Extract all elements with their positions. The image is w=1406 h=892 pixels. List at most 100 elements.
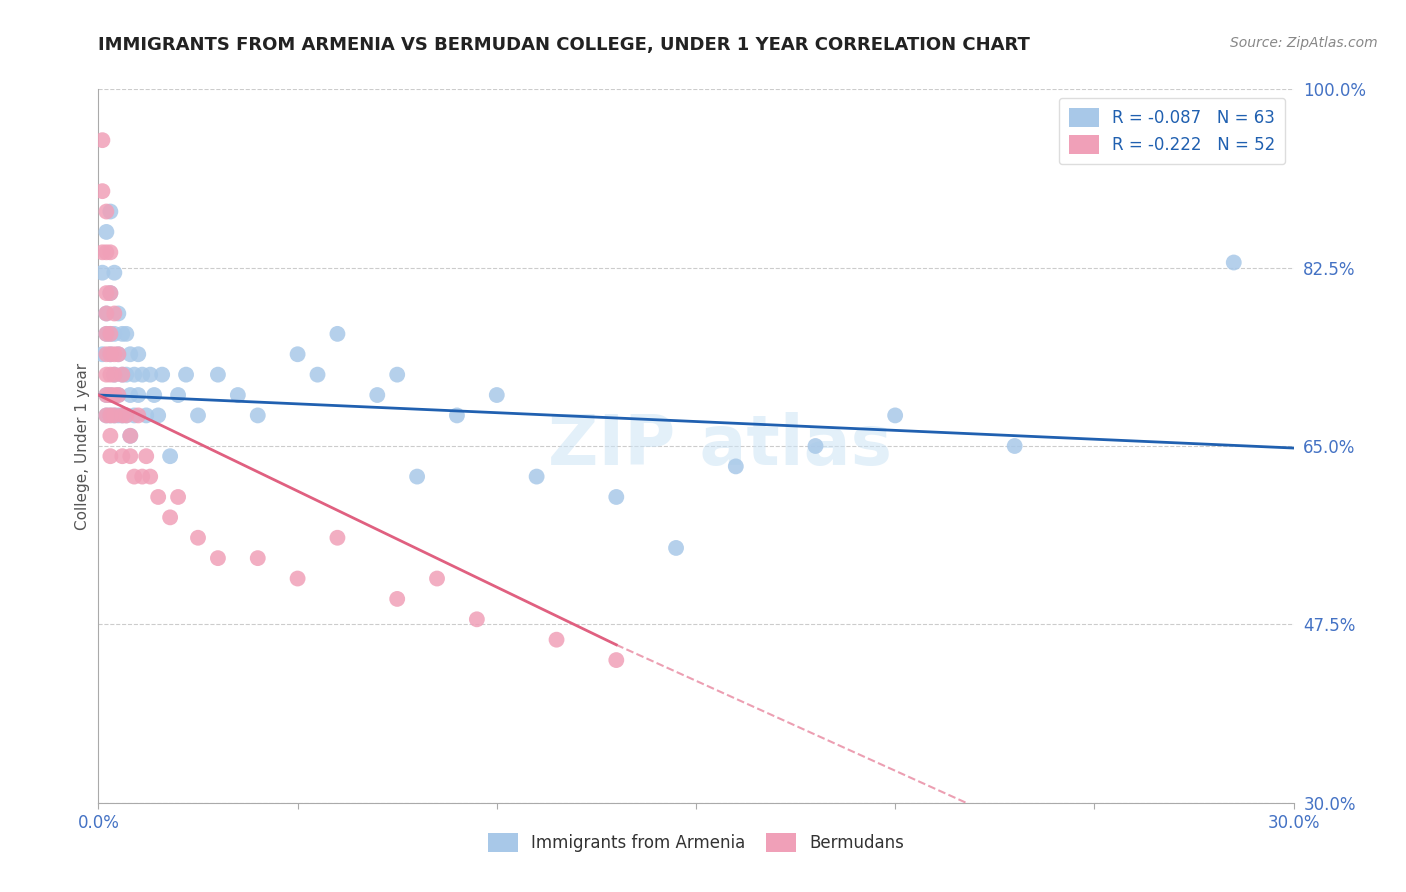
Point (96, 326, 118, 341)
Point (207, 551, 229, 566)
Point (103, 409, 125, 423)
Point (159, 510, 181, 524)
Point (103, 368, 125, 382)
Point (115, 368, 138, 382)
Point (98, 368, 122, 382)
Point (124, 368, 146, 382)
Point (485, 388, 508, 402)
Point (139, 368, 162, 382)
Point (120, 388, 142, 402)
Point (107, 409, 129, 423)
Point (98, 388, 122, 402)
Y-axis label: College, Under 1 year: College, Under 1 year (75, 362, 90, 530)
Point (127, 388, 149, 402)
Point (307, 368, 329, 382)
Point (207, 368, 229, 382)
Point (98, 245, 122, 260)
Point (167, 388, 190, 402)
Point (96, 388, 118, 402)
Point (143, 388, 166, 402)
Point (127, 347, 149, 361)
Point (91, 133, 114, 147)
Point (150, 368, 173, 382)
Point (96, 388, 118, 402)
Point (174, 368, 197, 382)
Point (124, 469, 146, 483)
Point (366, 388, 388, 402)
Point (159, 449, 181, 463)
Point (187, 409, 209, 423)
Point (115, 409, 138, 423)
Point (385, 368, 409, 382)
Point (111, 326, 134, 341)
Point (96, 225, 118, 239)
Point (120, 347, 142, 361)
Point (103, 266, 125, 280)
Point (287, 572, 309, 586)
Point (96, 326, 118, 341)
Point (91, 184, 114, 198)
Point (98, 326, 122, 341)
Point (111, 409, 134, 423)
Legend: Immigrants from Armenia, Bermudans: Immigrants from Armenia, Bermudans (481, 826, 911, 859)
Point (605, 653, 627, 667)
Point (115, 409, 138, 423)
Point (127, 409, 149, 423)
Text: Source: ZipAtlas.com: Source: ZipAtlas.com (1230, 36, 1378, 50)
Point (96, 409, 118, 423)
Point (406, 469, 429, 483)
Point (326, 531, 349, 545)
Point (131, 469, 153, 483)
Point (107, 347, 129, 361)
Point (120, 449, 142, 463)
Point (246, 409, 269, 423)
Point (107, 388, 129, 402)
Point (96, 368, 118, 382)
Point (1004, 439, 1026, 453)
Point (148, 409, 170, 423)
Point (98, 286, 122, 301)
Point (98, 347, 122, 361)
Point (131, 368, 153, 382)
Point (426, 572, 449, 586)
Point (96, 306, 118, 320)
Point (96, 409, 118, 423)
Text: ZIP atlas: ZIP atlas (548, 412, 891, 480)
Point (465, 612, 488, 626)
Point (98, 449, 122, 463)
Point (96, 286, 118, 301)
Point (287, 347, 309, 361)
Point (187, 531, 209, 545)
Point (96, 245, 118, 260)
Point (139, 469, 162, 483)
Point (98, 286, 122, 301)
Point (96, 306, 118, 320)
Point (124, 409, 146, 423)
Point (446, 409, 468, 423)
Point (96, 347, 118, 361)
Point (103, 368, 125, 382)
Point (120, 429, 142, 443)
Point (884, 409, 907, 423)
Point (167, 490, 190, 504)
Point (111, 449, 134, 463)
Text: IMMIGRANTS FROM ARMENIA VS BERMUDAN COLLEGE, UNDER 1 YEAR CORRELATION CHART: IMMIGRANTS FROM ARMENIA VS BERMUDAN COLL… (98, 36, 1031, 54)
Point (148, 490, 170, 504)
Point (226, 388, 249, 402)
Point (385, 591, 409, 606)
Point (1222, 255, 1246, 269)
Point (546, 632, 568, 647)
Point (103, 326, 125, 341)
Point (91, 266, 114, 280)
Point (326, 326, 349, 341)
Point (804, 439, 827, 453)
Point (724, 459, 747, 474)
Point (91, 245, 114, 260)
Point (103, 347, 125, 361)
Point (98, 326, 122, 341)
Point (98, 409, 122, 423)
Point (665, 541, 688, 555)
Point (98, 429, 122, 443)
Point (98, 347, 122, 361)
Point (107, 347, 129, 361)
